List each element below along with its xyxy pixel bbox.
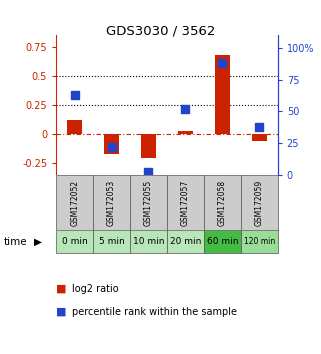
Bar <box>56 230 93 253</box>
Text: GSM172058: GSM172058 <box>218 179 227 225</box>
Point <box>146 169 151 175</box>
Bar <box>178 131 193 134</box>
Point <box>183 106 188 112</box>
Bar <box>167 175 204 230</box>
Text: 10 min: 10 min <box>133 237 164 246</box>
Text: 5 min: 5 min <box>99 237 125 246</box>
Bar <box>204 230 241 253</box>
Text: time: time <box>3 237 27 247</box>
Bar <box>167 230 204 253</box>
Bar <box>104 134 119 154</box>
Point <box>109 144 114 150</box>
Text: 0 min: 0 min <box>62 237 88 246</box>
Bar <box>215 55 230 134</box>
Text: ■: ■ <box>56 284 67 293</box>
Text: ■: ■ <box>56 307 67 316</box>
Text: GSM172059: GSM172059 <box>255 179 264 225</box>
Text: GDS3030 / 3562: GDS3030 / 3562 <box>106 25 215 38</box>
Text: 120 min: 120 min <box>244 237 275 246</box>
Bar <box>130 175 167 230</box>
Bar <box>130 230 167 253</box>
Point <box>220 61 225 66</box>
Bar <box>93 230 130 253</box>
Text: GSM172053: GSM172053 <box>107 179 116 225</box>
Text: GSM172057: GSM172057 <box>181 179 190 225</box>
Point <box>72 92 77 98</box>
Text: GSM172055: GSM172055 <box>144 179 153 225</box>
Bar <box>241 175 278 230</box>
Bar <box>93 175 130 230</box>
Bar <box>141 134 156 158</box>
Text: log2 ratio: log2 ratio <box>72 284 119 293</box>
Bar <box>67 120 82 134</box>
Bar <box>241 230 278 253</box>
Text: 20 min: 20 min <box>170 237 201 246</box>
Bar <box>204 175 241 230</box>
Text: percentile rank within the sample: percentile rank within the sample <box>72 307 237 316</box>
Text: GSM172052: GSM172052 <box>70 179 79 225</box>
Text: 60 min: 60 min <box>206 237 238 246</box>
Bar <box>56 175 93 230</box>
Text: ▶: ▶ <box>34 237 42 247</box>
Point <box>256 124 262 129</box>
Bar <box>252 134 266 141</box>
